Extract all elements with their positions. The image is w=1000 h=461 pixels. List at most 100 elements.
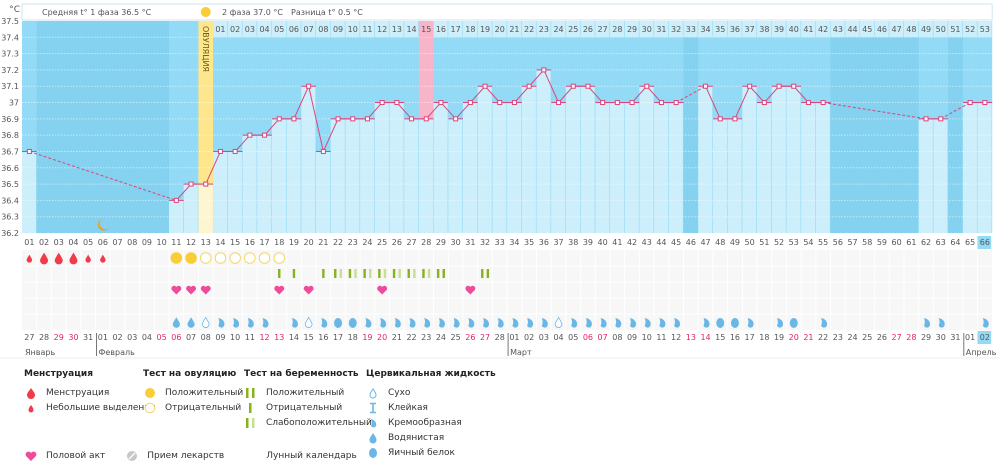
calendar-date-label: 27 [24, 333, 34, 342]
legend-item: Лунный календарь [244, 448, 357, 461]
highlighted-day-column [418, 21, 434, 119]
y-tick-label: 36.3 [1, 213, 19, 222]
creamy-fluid-icon [497, 318, 504, 328]
temperature-point [497, 100, 503, 106]
post-ovulation-cell [698, 21, 713, 37]
post-ovulation-cell [595, 21, 610, 37]
pregnancy-test-weak-icon [383, 269, 387, 278]
calendar-date-label: 03 [539, 333, 549, 342]
temperature-bar [360, 118, 375, 233]
temperature-point [379, 100, 385, 106]
temperature-point [585, 83, 591, 89]
pill-icon [127, 450, 138, 461]
ovulation-test-negative-icon [273, 252, 286, 264]
calendar-date-label: 25 [862, 333, 872, 342]
temperature-point [556, 100, 562, 106]
calendar-date-label: 18 [348, 333, 358, 342]
y-tick-label: 36.6 [1, 164, 19, 173]
temperature-point [717, 116, 723, 122]
cycle-day-label: 62 [921, 238, 931, 247]
empty-day-column [80, 21, 96, 233]
filled-circle-icon [145, 387, 155, 398]
temperature-bar [301, 86, 316, 233]
cycle-day-label: 20 [304, 238, 314, 247]
temperature-bar [933, 118, 948, 233]
cycle-day-label: 03 [54, 238, 64, 247]
post-ovulation-cell [977, 21, 992, 37]
calendar-date-label: 24 [847, 333, 857, 342]
calendar-date-label: 25 [451, 333, 461, 342]
creamy-fluid-icon [571, 318, 578, 328]
egg-white-fluid-icon [730, 318, 739, 328]
heart-icon [465, 285, 476, 295]
temperature-segment [264, 118, 280, 136]
cycle-day-label: 04 [68, 238, 78, 247]
cycle-day-label: 55 [818, 238, 828, 247]
heart-icon [186, 285, 197, 295]
y-unit-label: °C [9, 5, 20, 15]
legend-item: Положительный [143, 385, 243, 400]
pregnancy-test-bar-icon [481, 269, 484, 278]
temperature-segment [587, 85, 604, 103]
post-ovulation-day-label: 28 [612, 25, 622, 34]
calendar-date-label: 21 [803, 333, 813, 342]
pregnancy-test-weak-icon [413, 269, 416, 278]
dry-fluid-icon [304, 316, 313, 328]
ovulation-test-negative-icon [229, 252, 241, 264]
calendar-date-label: 11 [656, 333, 666, 342]
cycle-day-label: 11 [171, 238, 181, 247]
creamy-fluid-icon [218, 318, 225, 328]
cycle-day-label: 53 [789, 238, 799, 247]
legend-item: Водянистая [366, 430, 496, 445]
post-ovulation-day-label: 01 [215, 25, 225, 34]
creamy-fluid-icon [438, 318, 445, 328]
cycle-day-label: 44 [656, 238, 666, 247]
temperature-point [188, 181, 194, 187]
temperature-bar [316, 151, 331, 233]
temperature-bar [22, 151, 37, 233]
calendar-date-label: 28 [495, 333, 505, 342]
post-ovulation-day-label: 09 [333, 25, 343, 34]
cycle-day-label: 19 [289, 238, 299, 247]
temperature-point [306, 83, 312, 89]
post-ovulation-day-label: 20 [495, 25, 505, 34]
temperature-bar [565, 86, 580, 233]
ovulation-test-negative-icon [258, 252, 271, 264]
legend-item: Сухо [366, 385, 496, 400]
pregnancy-test-weak-icon [354, 269, 357, 278]
cycle-day-label: 28 [421, 238, 431, 247]
post-ovulation-cell [227, 21, 242, 37]
cycle-day-label: 38 [568, 238, 578, 247]
cycle-day-label: 57 [847, 238, 857, 247]
temperature-point [938, 116, 944, 122]
post-ovulation-day-label: 48 [906, 25, 916, 34]
phase1-average: Средняя t° 1 фаза 36.5 °C [42, 8, 152, 17]
post-ovulation-cell [507, 21, 522, 37]
post-ovulation-day-label: 04 [259, 25, 269, 34]
creamy-fluid-icon [468, 318, 475, 328]
temperature-point [600, 100, 606, 106]
legend-title: Цервикальная жидкость [366, 369, 496, 379]
post-ovulation-day-label: 26 [583, 25, 593, 34]
post-ovulation-cell [933, 21, 948, 37]
temperature-segment [543, 69, 560, 103]
calendar-date-label: 28 [906, 333, 916, 342]
post-ovulation-day-label: 14 [406, 25, 416, 34]
cycle-day-label: 39 [583, 238, 593, 247]
temperature-segment [455, 102, 471, 120]
creamy-fluid-icon [630, 318, 637, 328]
cycle-day-label: 65 [965, 238, 975, 247]
heart-icon [274, 285, 285, 295]
calendar-date-label: 04 [142, 333, 152, 342]
calendar-date-label: 01 [98, 333, 108, 342]
post-ovulation-cell [580, 21, 595, 37]
heart-icon [171, 285, 182, 295]
temperature-point [232, 148, 238, 154]
calendar-date-label: 20 [377, 333, 387, 342]
cycle-day-label: 52 [774, 238, 784, 247]
cycle-day-label: 26 [392, 238, 402, 247]
legend-item: Половой акт [24, 448, 105, 461]
temperature-point [967, 100, 973, 106]
temperature-segment [528, 69, 545, 87]
y-tick-label: 37 [9, 99, 19, 108]
